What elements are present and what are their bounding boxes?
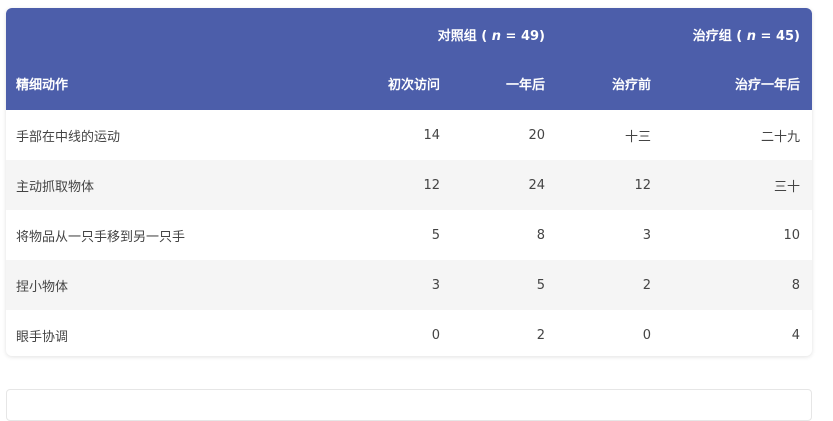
table-cell: 0 [431,327,440,343]
table-cell: 12 [423,177,440,193]
group-header-row: 对照组 ( n = 49) 治疗组 ( n = 45) [6,8,812,58]
table-cell: 10 [783,227,800,243]
table-cell: 二十九 [760,129,800,145]
group-count: = 45) [756,28,800,44]
table-cell: 0 [642,327,651,343]
table-row: 将物品从一只手移到另一只手 5 8 3 10 [6,210,812,260]
data-table: 对照组 ( n = 49) 治疗组 ( n = 45) 精细动作 初次访问 一年… [6,8,812,356]
group-header-treatment: 治疗组 ( n = 45) [557,8,812,58]
group-header-control: 对照组 ( n = 49) [351,8,557,58]
table-cell: 8 [536,227,545,243]
column-header: 初次访问 [387,77,440,93]
table-cell: 14 [423,127,440,143]
data-table-card: 对照组 ( n = 49) 治疗组 ( n = 45) 精细动作 初次访问 一年… [6,8,812,356]
row-label: 捏小物体 [16,279,69,295]
table-cell: 5 [536,277,545,293]
table-row: 主动抓取物体 12 24 12 三十 [6,160,812,210]
row-label: 手部在中线的运动 [16,129,121,145]
column-header: 治疗前 [611,77,651,93]
table-cell: 12 [634,177,651,193]
table-cell: 5 [431,227,440,243]
empty-header-cell [6,8,351,58]
n-label: n [746,28,757,44]
table-cell: 十三 [624,129,651,145]
group-count: = 49) [501,28,545,44]
column-header: 一年后 [505,77,545,93]
column-header: 治疗一年后 [734,77,800,93]
table-row: 眼手协调 0 2 0 4 [6,310,812,356]
table-cell: 20 [528,127,545,143]
n-label: n [491,28,502,44]
row-label: 眼手协调 [16,329,69,345]
table-cell: 4 [791,327,800,343]
table-cell: 2 [642,277,651,293]
table-cell: 三十 [773,179,800,195]
secondary-panel [6,389,812,421]
table-cell: 3 [642,227,651,243]
table-row: 捏小物体 3 5 2 8 [6,260,812,310]
table-cell: 24 [528,177,545,193]
group-label: 治疗组 ( [692,28,747,44]
group-label: 对照组 ( [437,28,492,44]
column-header-row: 精细动作 初次访问 一年后 治疗前 治疗一年后 [6,58,812,110]
table-cell: 3 [431,277,440,293]
table-row: 手部在中线的运动 14 20 十三 二十九 [6,110,812,160]
table-cell: 2 [536,327,545,343]
row-label: 主动抓取物体 [16,179,95,195]
row-label: 将物品从一只手移到另一只手 [16,229,186,245]
table-cell: 8 [791,277,800,293]
column-header: 精细动作 [16,77,69,93]
